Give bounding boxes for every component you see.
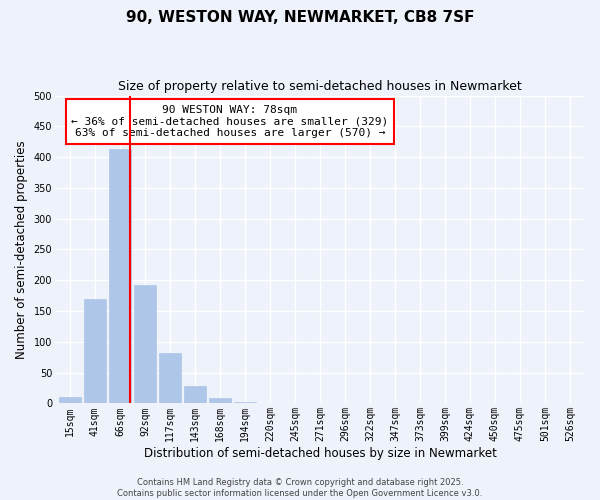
Bar [85, 298, 106, 404]
Bar [109, 149, 131, 404]
Bar [59, 398, 80, 404]
Title: Size of property relative to semi-detached houses in Newmarket: Size of property relative to semi-detach… [118, 80, 522, 93]
Text: Contains HM Land Registry data © Crown copyright and database right 2025.
Contai: Contains HM Land Registry data © Crown c… [118, 478, 482, 498]
Bar [209, 398, 230, 404]
Y-axis label: Number of semi-detached properties: Number of semi-detached properties [15, 140, 28, 359]
Bar [184, 386, 206, 404]
X-axis label: Distribution of semi-detached houses by size in Newmarket: Distribution of semi-detached houses by … [143, 447, 496, 460]
Bar [160, 353, 181, 404]
Bar [235, 402, 256, 404]
Text: 90, WESTON WAY, NEWMARKET, CB8 7SF: 90, WESTON WAY, NEWMARKET, CB8 7SF [126, 10, 474, 25]
Text: 90 WESTON WAY: 78sqm
← 36% of semi-detached houses are smaller (329)
63% of semi: 90 WESTON WAY: 78sqm ← 36% of semi-detac… [71, 105, 388, 138]
Bar [134, 284, 155, 404]
